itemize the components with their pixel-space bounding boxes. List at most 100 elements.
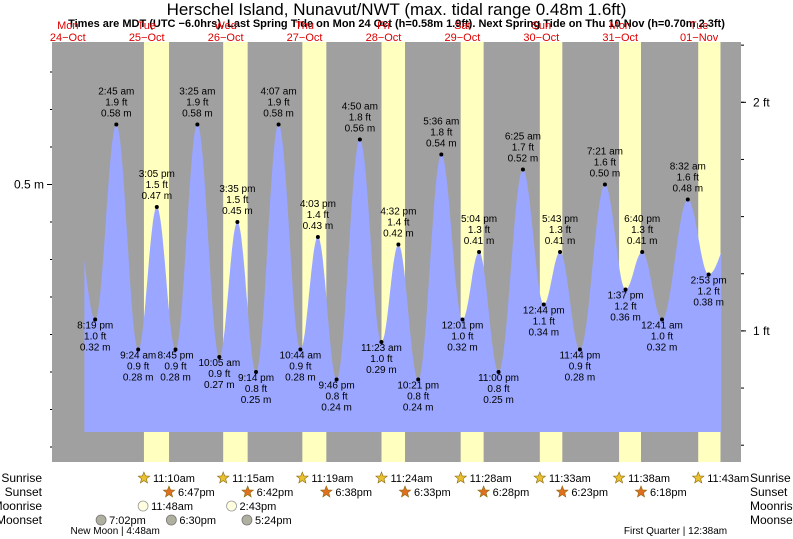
sunset-time: 6:28pm [493,487,530,499]
day-of-week-label: Mon [57,20,78,32]
tide-label: 0.25 m [241,395,272,406]
sunrise-row-label-right: Sunrise [750,471,791,485]
tide-point-marker [659,317,664,322]
tide-label: 4:32 pm [380,207,416,218]
tide-point-marker [416,377,421,382]
chart-subtitle: Times are MDT (UTC −6.0hrs). Last Spring… [68,18,725,30]
tide-label: 2:45 am [98,87,134,98]
tide-label: 0.56 m [345,124,376,135]
moonrise-time: 11:48am [151,501,193,513]
tide-label: 9:14 pm [238,373,274,384]
tide-label: 7:21 am [587,147,623,158]
sunset-time: 6:38pm [335,487,372,499]
date-label: 24−Oct [50,32,86,44]
moonrise-row-label-right: Moonrise [750,499,793,513]
moonrise-row-label-left: Moonrise [0,499,42,513]
tide-label: 10:21 pm [397,381,439,392]
sunset-icon [398,485,412,498]
sunset-icon [319,485,333,498]
day-of-week-label: Thu [295,20,314,32]
tide-label: 1.9 ft [105,98,127,109]
tide-label: 0.25 m [483,395,514,406]
moonset-time: 6:30pm [179,515,216,527]
tide-point-marker [496,370,501,374]
tide-point-marker [379,340,384,344]
tide-label: 12:01 pm [442,321,484,332]
tide-label: 3:35 pm [219,184,255,195]
tide-label: 0.45 m [222,206,253,217]
tide-label: 1.9 ft [186,98,208,109]
tide-label: 0.27 m [204,380,235,391]
sunrise-icon [137,471,151,484]
tide-label: 1.8 ft [430,128,452,139]
sunset-row-label-left: Sunset [5,485,43,499]
sunrise-icon [454,471,468,484]
tide-label: 0.42 m [383,229,414,240]
sunrise-icon [375,471,388,484]
tide-label: 12:41 am [641,321,683,332]
tide-label: 6:40 pm [624,214,660,225]
tide-label: 3:05 pm [139,169,175,180]
tide-label: 0.47 m [142,191,173,202]
moonset-row-label-right: Moonset [750,513,793,527]
tide-label: 1.5 ft [226,195,248,206]
date-label: 25−Oct [129,32,165,44]
tide-label: 3:25 am [179,87,215,98]
tide-label: 0.28 m [285,373,316,384]
moon-phase-label: New Moon | 4:48am [70,526,159,537]
tide-label: 0.9 ft [569,362,591,373]
tide-label: 0.58 m [182,109,213,120]
tide-label: 1.1 ft [533,317,555,328]
tide-label: 4:03 pm [300,199,336,210]
tide-point-marker [623,287,628,292]
tide-point-marker [460,317,465,322]
tide-label: 0.8 ft [407,392,429,403]
tide-point-marker [173,347,178,352]
tide-label: 4:50 am [342,102,378,113]
sunset-time: 6:18pm [650,487,687,499]
tide-area [84,124,722,432]
tide-point-marker [298,347,303,352]
tide-label: 0.38 m [693,298,724,309]
tide-label: 9:24 am [120,351,156,362]
tide-label: 1.3 ft [631,225,653,236]
day-of-week-label: Tue [137,20,156,32]
tide-label: 1.2 ft [698,287,720,298]
tide-label: 1.3 ft [549,225,571,236]
tide-label: 1.2 ft [614,302,636,313]
tide-label: 0.32 m [647,343,678,354]
tide-label: 1.7 ft [512,143,534,154]
moonset-icon [241,514,253,526]
moon-phase-label: First Quarter | 12:38am [624,526,727,537]
sunset-time: 6:42pm [257,487,294,499]
tide-label: 10:05 am [198,358,240,369]
sunrise-icon [295,471,309,484]
tide-label: 0.50 m [590,169,621,180]
tide-label: 5:36 am [423,117,459,128]
tide-label: 10:44 am [280,351,322,362]
tide-label: 0.9 ft [208,369,230,380]
tide-label: 0.41 m [545,236,576,247]
tide-label: 0.8 ft [325,392,347,403]
tide-label: 0.41 m [464,236,495,247]
sunrise-time: 11:15am [232,473,274,485]
sunset-icon [555,485,569,498]
tide-label: 11:23 am [361,343,402,354]
tide-label: 0.34 m [528,328,559,339]
tide-point-marker [602,182,607,187]
tide-label: 11:00 pm [478,373,519,384]
tide-label: 0.58 m [101,109,132,120]
tide-point-marker [217,355,222,359]
tide-label: 1.6 ft [677,173,699,184]
tide-label: 0.28 m [123,373,154,384]
tide-point-marker [357,137,362,142]
y-right-tick-label: 2 ft [753,95,770,109]
tide-label: 0.28 m [565,373,596,384]
sunrise-time: 11:24am [391,473,433,485]
sunset-row-label-right: Sunset [750,485,788,499]
day-of-week-label: Mon [610,20,631,32]
tide-label: 0.28 m [160,373,191,384]
tide-point-marker [439,152,444,157]
sunset-icon [634,485,648,498]
sunrise-time: 11:10am [153,473,195,485]
